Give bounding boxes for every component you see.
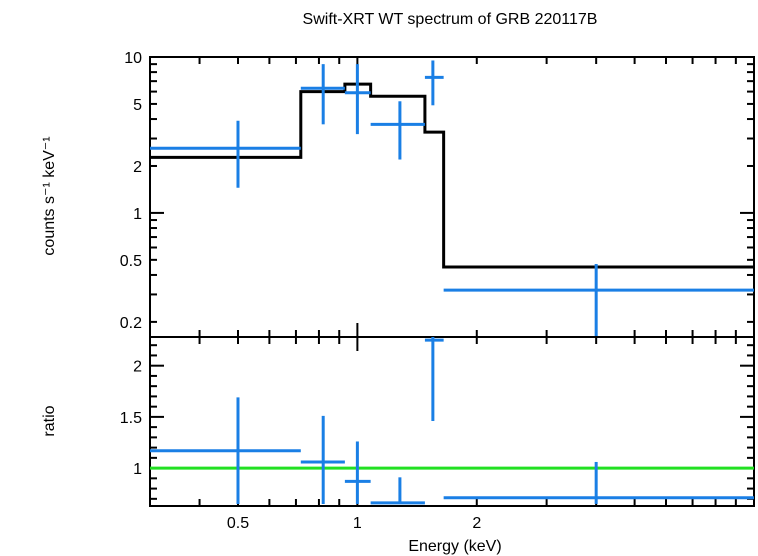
y-tick-label: 1 xyxy=(133,206,142,223)
y-tick-label: 1.5 xyxy=(120,410,142,427)
ratio-data-point xyxy=(443,461,754,504)
x-axis-label: Energy (keV) xyxy=(408,538,501,555)
top-panel: 10 5 2 1 0.5 0.2 xyxy=(120,50,755,338)
ratio-data-point xyxy=(370,477,425,505)
y-tick-label: 2 xyxy=(133,159,142,176)
y-tick-label: 0.2 xyxy=(120,315,142,332)
chart-title: Swift-XRT WT spectrum of GRB 220117B xyxy=(303,11,598,28)
spectrum-data-point xyxy=(370,101,425,160)
y-tick-label: 2 xyxy=(133,359,142,376)
y-tick-label: 10 xyxy=(124,50,142,67)
bottom-panel: 1 1.5 2 0.5 1 2 xyxy=(120,336,755,532)
spectrum-data-point xyxy=(344,64,371,135)
spectrum-data-point xyxy=(150,120,301,188)
bottom-panel-frame xyxy=(149,336,755,507)
x-tick-label: 2 xyxy=(472,515,481,532)
x-tick-label: 0.5 xyxy=(227,515,249,532)
y-tick-label: 1 xyxy=(133,461,142,478)
top-y-axis-label: counts s⁻¹ keV⁻¹ xyxy=(41,136,58,255)
x-tick-label: 1 xyxy=(353,515,362,532)
spectrum-data-point xyxy=(424,60,444,106)
ratio-data-point xyxy=(344,441,371,504)
model-step-line xyxy=(150,82,754,269)
ratio-data-point xyxy=(150,397,301,504)
ratio-data-point xyxy=(424,337,444,421)
spectrum-data-point xyxy=(443,264,754,337)
y-tick-label: 0.5 xyxy=(120,253,142,270)
spectrum-data-point xyxy=(300,64,345,125)
top-panel-frame xyxy=(149,56,755,338)
y-tick-label: 5 xyxy=(133,97,142,114)
bottom-y-axis-label: ratio xyxy=(41,405,58,436)
ratio-data-point xyxy=(300,415,345,504)
